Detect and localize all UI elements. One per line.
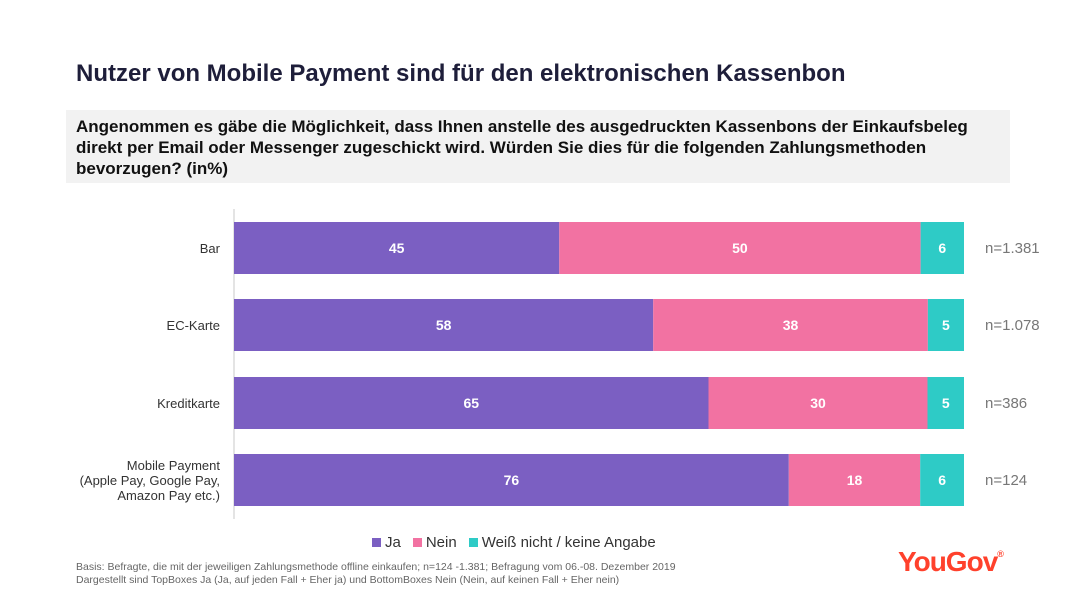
data-label: 38 (783, 317, 799, 333)
logo-text: YouGov (898, 546, 998, 577)
data-label: 65 (463, 395, 479, 411)
logo-mark: ® (997, 549, 1004, 559)
bar-segment-ja-3 (234, 454, 789, 506)
bar-segment-wei-nicht-keine-angabe-2 (927, 377, 964, 429)
bar-segment-nein-3 (788, 454, 921, 506)
bar-segment-ja-0 (234, 222, 560, 274)
question-box: Angenommen es gäbe die Möglichkeit, dass… (66, 110, 1010, 183)
category-label-line: Mobile Payment (127, 458, 221, 473)
bar-segment-nein-2 (708, 377, 928, 429)
data-label: 50 (732, 240, 748, 256)
footnote-line-1: Basis: Befragte, die mit der jeweiligen … (76, 561, 676, 573)
bar-segment-wei-nicht-keine-angabe-0 (920, 222, 964, 274)
question-text: Angenommen es gäbe die Möglichkeit, dass… (76, 117, 968, 178)
data-label: 5 (942, 317, 950, 333)
category-label-line: (Apple Pay, Google Pay, (80, 473, 220, 488)
legend: Ja Nein Weiß nicht / keine Angabe (372, 534, 656, 551)
category-label: Bar (200, 241, 221, 256)
data-label: 45 (389, 240, 405, 256)
legend-item-weiss-nicht: Weiß nicht / keine Angabe (468, 534, 656, 551)
legend-label-ja: Ja (385, 534, 401, 551)
legend-swatch-ja (372, 538, 381, 547)
sample-size-label: n=124 (985, 472, 1027, 489)
data-label: 18 (847, 472, 863, 488)
category-label-line: EC-Karte (167, 318, 220, 333)
category-label-line: Bar (200, 241, 221, 256)
yougov-logo: YouGov® (898, 546, 1004, 578)
data-label: 6 (938, 240, 946, 256)
chart-title: Nutzer von Mobile Payment sind für den e… (76, 60, 846, 87)
bar-segment-wei-nicht-keine-angabe-1 (927, 299, 964, 351)
sample-size-label: n=1.381 (985, 240, 1040, 257)
category-label: Kreditkarte (157, 396, 220, 411)
bar-segment-wei-nicht-keine-angabe-3 (920, 454, 964, 506)
legend-item-nein: Nein (412, 534, 457, 551)
legend-label-nein: Nein (425, 534, 457, 551)
category-label: EC-Karte (167, 318, 220, 333)
bar-segment-nein-1 (653, 299, 928, 351)
category-label-line: Amazon Pay etc.) (117, 488, 220, 503)
sample-size-label: n=386 (985, 395, 1027, 412)
category-label: Mobile Payment (Apple Pay, Google Pay, Ama… (80, 458, 221, 503)
category-label-line: Kreditkarte (157, 396, 220, 411)
data-label: 6 (938, 472, 946, 488)
legend-swatch-nein (412, 538, 422, 547)
legend-swatch-weiss-nicht (468, 538, 478, 547)
data-label: 30 (810, 395, 826, 411)
footnote-line-2: Dargestellt sind TopBoxes Ja (Ja, auf je… (76, 574, 620, 586)
legend-label-weiss-nicht: Weiß nicht / keine Angabe (481, 534, 656, 551)
data-label: 76 (504, 472, 520, 488)
bar-segment-ja-1 (234, 299, 654, 351)
data-label: 58 (436, 317, 452, 333)
footnote: Basis: Befragte, die mit der jeweiligen … (76, 561, 676, 587)
data-label: 5 (942, 395, 950, 411)
sample-size-label: n=1.078 (985, 317, 1040, 334)
bar-segment-nein-0 (559, 222, 921, 274)
bar-segment-ja-2 (234, 377, 709, 429)
legend-item-ja: Ja (372, 534, 401, 551)
